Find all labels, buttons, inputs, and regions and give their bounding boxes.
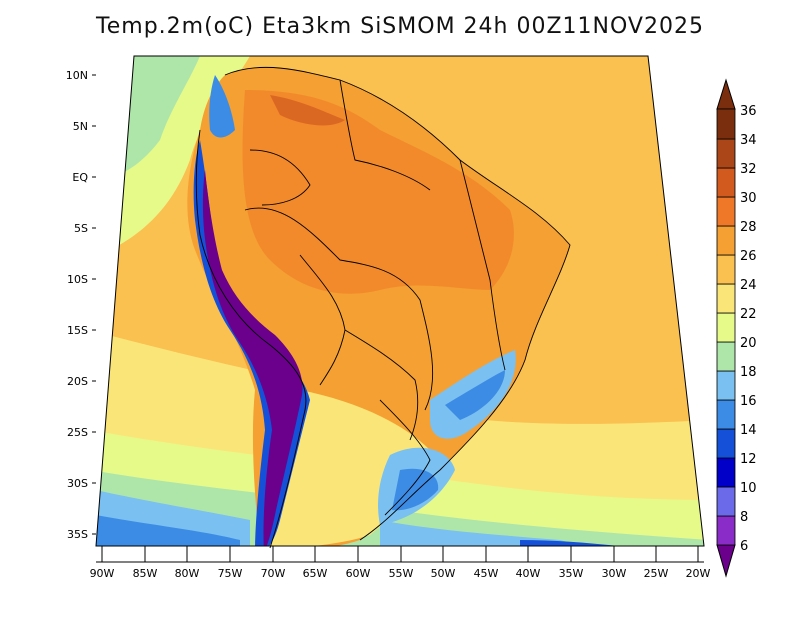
lat-label-30s: 30S [67,477,88,490]
lon-label-60w: 60W [346,567,371,580]
lat-label-25s: 25S [67,426,88,439]
colorbar-seg-8 [716,283,736,314]
lat-label-15s: 15S [67,324,88,337]
colorbar-seg-5 [716,370,736,401]
lon-label-50w: 50W [431,567,456,580]
country-borders [195,66,571,549]
lat-label-10n: 10N [66,69,88,82]
colorbar-seg-12 [716,167,736,198]
colorbar-label-12: 12 [740,452,757,467]
lon-label-25w: 25W [644,567,669,580]
colorbar-label-36: 36 [740,104,757,119]
colorbar-seg-4 [716,399,736,430]
lon-label-35w: 35W [559,567,584,580]
longitude-axis: 90W 85W 80W 75W 70W 65W 60W 55W 50W 45W … [90,546,711,580]
colorbar-seg-9 [716,254,736,285]
lon-label-75w: 75W [218,567,243,580]
colorbar-label-6: 6 [740,539,748,554]
colorbar-seg-0 [716,515,736,546]
colorbar-label-26: 26 [740,249,757,264]
colorbar-seg-14 [716,108,736,140]
colorbar-seg-10 [716,225,736,256]
colorbar-seg-6 [716,341,736,372]
latitude-axis: 10N 5N EQ 5S 10S 15S 20S 25S 30S 35S [66,69,96,541]
colorbar-seg-13 [716,138,736,169]
colorbar-top-arrow [716,78,736,110]
colorbar-label-8: 8 [740,510,748,525]
lon-label-65w: 65W [303,567,328,580]
lat-label-35s: 35S [67,528,88,541]
lat-label-5s: 5S [74,222,88,235]
lat-label-5n: 5N [73,120,88,133]
map-title: Temp.2m(oC) Eta3km SiSMOM 24h 00Z11NOV20… [96,14,704,39]
lon-label-45w: 45W [474,567,499,580]
lat-label-10s: 10S [67,273,88,286]
colorbar-label-24: 24 [740,278,757,293]
lon-label-40w: 40W [516,567,541,580]
colorbar: 6 8 10 12 14 16 18 20 22 24 26 28 30 32 … [716,78,757,578]
colorbar-seg-1 [716,486,736,517]
colorbar-label-16: 16 [740,394,757,409]
lon-label-20w: 20W [686,567,711,580]
lat-label-20s: 20S [67,375,88,388]
lon-label-70w: 70W [261,567,286,580]
lon-label-55w: 55W [389,567,414,580]
colorbar-seg-11 [716,196,736,227]
colorbar-label-32: 32 [740,162,757,177]
lat-label-eq: EQ [72,171,88,184]
colorbar-label-10: 10 [740,481,757,496]
colorbar-label-20: 20 [740,336,757,351]
map-frame [95,55,705,547]
colorbar-label-34: 34 [740,133,757,148]
colorbar-bottom-arrow [716,544,736,578]
lon-label-80w: 80W [175,567,200,580]
colorbar-label-18: 18 [740,365,757,380]
lon-label-30w: 30W [602,567,627,580]
colorbar-label-22: 22 [740,307,757,322]
lon-label-90w: 90W [90,567,115,580]
lon-label-85w: 85W [133,567,158,580]
colorbar-label-28: 28 [740,220,757,235]
colorbar-seg-3 [716,428,736,459]
colorbar-seg-2 [716,457,736,488]
colorbar-label-30: 30 [740,191,757,206]
colorbar-seg-7 [716,312,736,343]
temperature-field [96,56,704,546]
colorbar-label-14: 14 [740,423,757,438]
